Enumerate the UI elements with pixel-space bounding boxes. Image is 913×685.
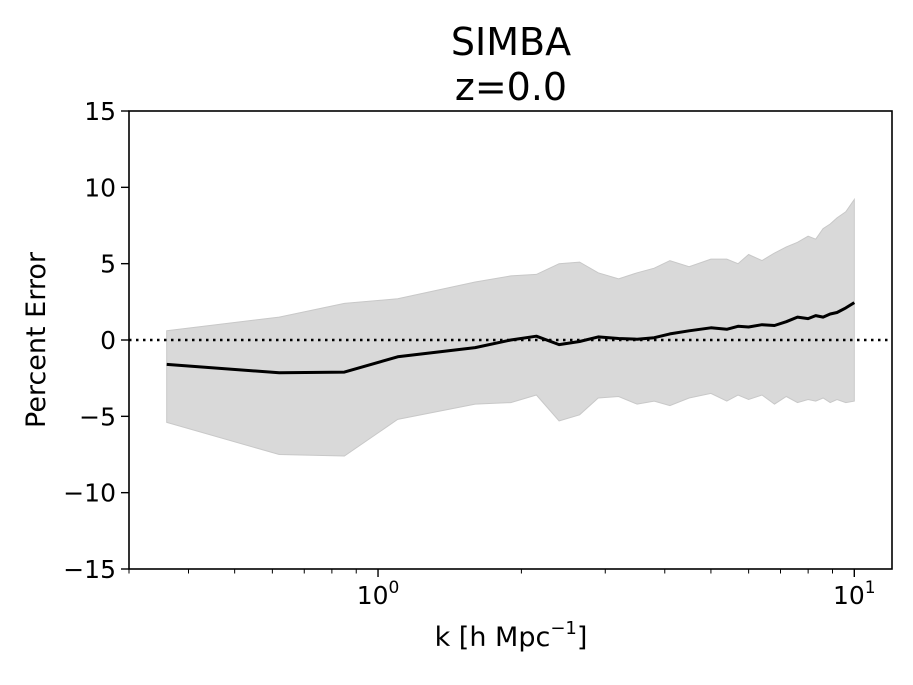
x-tick-label-base: 10 bbox=[833, 581, 865, 610]
x-axis-label-sup: −1 bbox=[550, 618, 577, 639]
plot-area bbox=[129, 197, 892, 457]
chart-subtitle: z=0.0 bbox=[455, 65, 567, 109]
y-tick-label: −15 bbox=[63, 555, 116, 584]
x-tick-label: 101 bbox=[833, 578, 876, 610]
y-tick-label: −10 bbox=[63, 479, 116, 508]
y-tick-label: −5 bbox=[79, 402, 116, 431]
y-tick-label: 5 bbox=[100, 250, 116, 279]
y-tick-label: 10 bbox=[84, 173, 116, 202]
x-tick-label: 100 bbox=[357, 578, 400, 610]
x-axis-label-end: ] bbox=[577, 622, 588, 653]
chart-title: SIMBA bbox=[451, 20, 571, 64]
y-tick-label: 0 bbox=[100, 326, 116, 355]
x-axis-label-main: k [h Mpc bbox=[435, 622, 551, 653]
series-line-mean bbox=[166, 301, 856, 375]
x-axis-label: k [h Mpc−1] bbox=[435, 618, 588, 653]
x-tick-label-exp: 1 bbox=[865, 578, 876, 598]
x-tick-label-exp: 0 bbox=[389, 578, 400, 598]
y-tick-label: 15 bbox=[84, 97, 116, 126]
x-tick-label-base: 10 bbox=[357, 581, 389, 610]
error-band-mean bbox=[166, 197, 855, 457]
y-axis-label: Percent Error bbox=[21, 251, 52, 428]
